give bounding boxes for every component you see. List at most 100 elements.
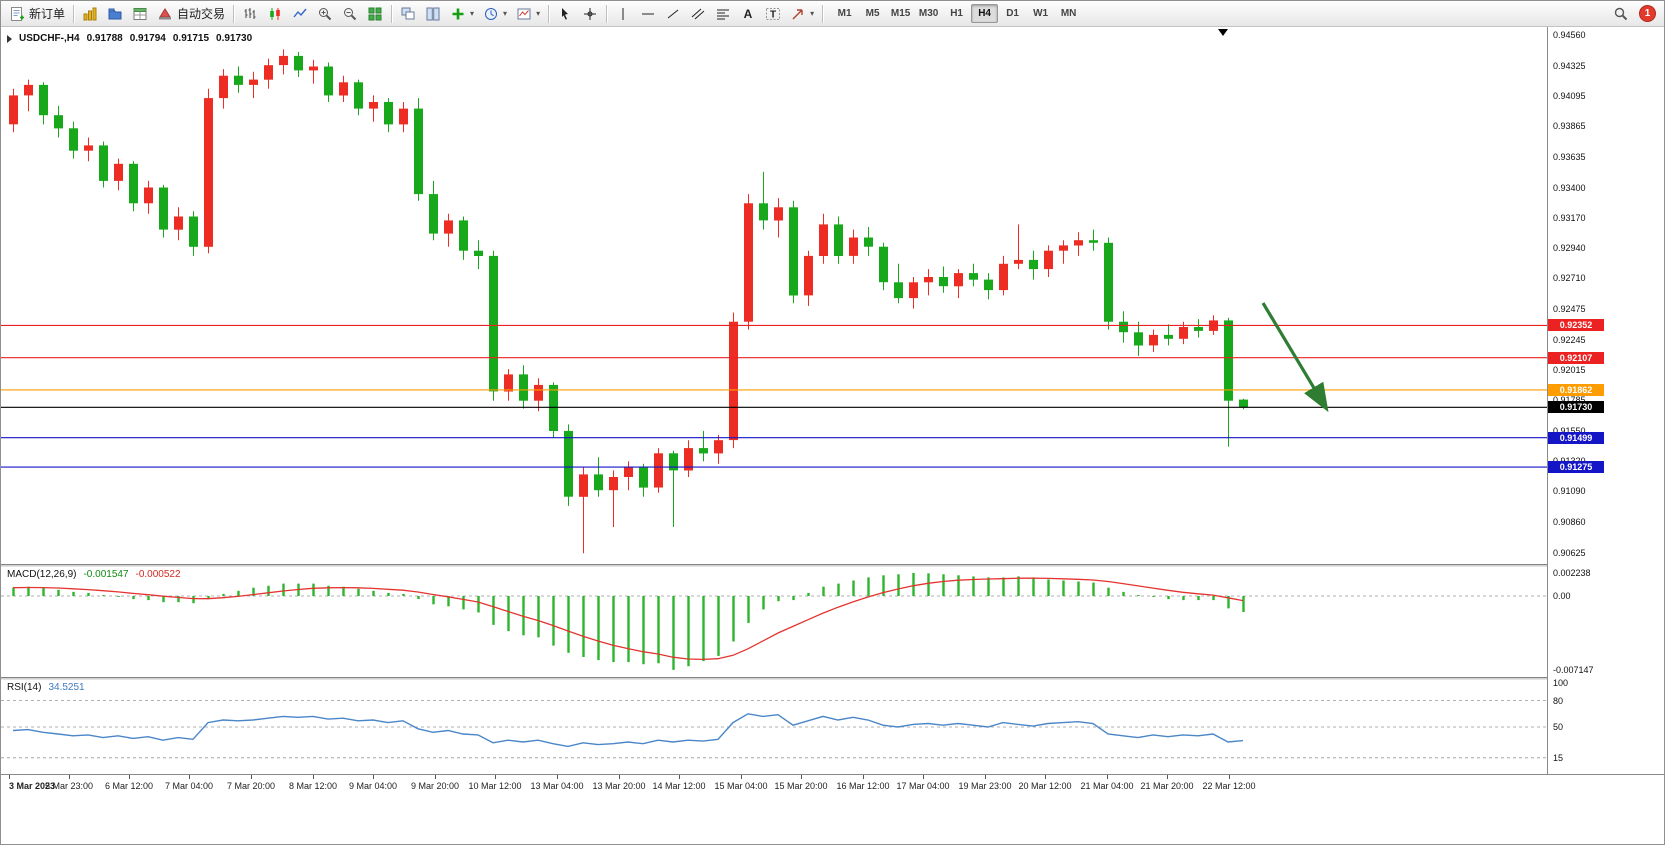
toolbar-separator <box>822 4 824 23</box>
vertical-line-button[interactable] <box>611 3 635 25</box>
rsi-name: RSI(14) <box>7 682 42 693</box>
price-chart-canvas[interactable] <box>1 27 1547 564</box>
chart-shift-marker-icon[interactable] <box>1218 29 1228 36</box>
dropdown-caret-icon: ▾ <box>503 9 508 18</box>
vertical-line-icon <box>615 6 631 22</box>
arrows-tool-button[interactable]: ▾ <box>786 3 818 25</box>
new-order-icon <box>9 6 25 22</box>
candle-body <box>294 55 303 71</box>
zoom-out-button[interactable] <box>338 3 362 25</box>
macd-label: MACD(12,26,9) -0.001547 -0.000522 <box>7 569 181 580</box>
candle-body <box>714 440 723 454</box>
timeframe-M15[interactable]: M15 <box>887 4 914 23</box>
autotrading-button[interactable]: 自动交易 <box>153 3 229 25</box>
toolbar-separator <box>233 4 235 23</box>
cursor-button[interactable] <box>553 3 577 25</box>
tile-vertical-button[interactable] <box>421 3 445 25</box>
zoom-in-button[interactable] <box>313 3 337 25</box>
time-axis-tick <box>1045 775 1046 779</box>
timeframe-H1[interactable]: H1 <box>943 4 970 23</box>
candle-body <box>969 273 978 280</box>
trendline-button[interactable] <box>661 3 685 25</box>
price-axis-label: 0.94095 <box>1553 91 1586 102</box>
search-button[interactable] <box>1609 3 1633 25</box>
trend-arrow-annotation[interactable] <box>1261 302 1329 413</box>
candlestick-button[interactable] <box>263 3 287 25</box>
price-axis[interactable]: 0.94560 0.94325 0.94095 0.93865 0.93635 0.934… <box>1547 27 1664 774</box>
macd-chart-canvas[interactable] <box>1 567 1547 677</box>
notification-badge[interactable]: 1 <box>1639 5 1656 22</box>
candle-body <box>684 448 693 471</box>
candle-body <box>69 128 78 151</box>
time-axis-tick <box>801 775 802 779</box>
text-label-button[interactable]: T <box>761 3 785 25</box>
price-axis-label: 0.91550 <box>1553 426 1586 436</box>
zoom-out-icon <box>342 6 358 22</box>
bar-chart-button[interactable] <box>238 3 262 25</box>
panel-splitter-macd[interactable] <box>1 564 1664 567</box>
panel-splitter-rsi[interactable] <box>1 677 1664 680</box>
price-axis-label: 0.92015 <box>1553 364 1586 375</box>
timeframe-D1[interactable]: D1 <box>999 4 1026 23</box>
new-chart-button[interactable] <box>78 3 102 25</box>
add-indicator-button[interactable]: ▾ <box>446 3 478 25</box>
rsi-value: 34.5251 <box>48 682 85 693</box>
price-level-tag: 0.91275 <box>1548 461 1604 474</box>
timeframe-M30[interactable]: M30 <box>915 4 942 23</box>
candle-body <box>459 220 468 251</box>
candle-body <box>1059 245 1068 251</box>
candle-body <box>594 474 603 491</box>
arrows-tool-icon <box>790 6 806 22</box>
crosshair-button[interactable] <box>578 3 602 25</box>
candle-body <box>309 66 318 71</box>
candle-body <box>1179 327 1188 339</box>
cascade-windows-button[interactable] <box>396 3 420 25</box>
candle-body <box>234 75 243 85</box>
price-axis-label: 0.92940 <box>1553 243 1586 254</box>
candle-body <box>399 108 408 125</box>
timeframe-M1[interactable]: M1 <box>831 4 858 23</box>
dropdown-caret-icon: ▾ <box>810 9 815 18</box>
channel-button[interactable] <box>686 3 710 25</box>
ohlc-close: 0.91730 <box>216 33 253 44</box>
svg-text:A: A <box>744 7 753 21</box>
candle-body <box>249 79 258 85</box>
rsi-scale-label: 80 <box>1553 695 1564 706</box>
rsi-scale-label: 15 <box>1553 752 1564 763</box>
timeframe-W1[interactable]: W1 <box>1027 4 1054 23</box>
svg-text:T: T <box>770 9 776 20</box>
line-chart-button[interactable] <box>288 3 312 25</box>
rsi-chart-canvas[interactable] <box>1 680 1547 774</box>
template-button[interactable]: ▾ <box>512 3 544 25</box>
tile-windows-button[interactable] <box>363 3 387 25</box>
market-watch-button[interactable] <box>128 3 152 25</box>
time-axis[interactable]: 3 Mar 2023 5 Mar 23:00 6 Mar 12:00 7 Mar 04… <box>1 774 1664 798</box>
bar-chart-icon <box>242 6 258 22</box>
timeframe-H4[interactable]: H4 <box>971 4 999 23</box>
macd-main-value: -0.001547 <box>83 569 129 580</box>
period-button[interactable]: ▾ <box>479 3 511 25</box>
rsi-scale-label: 100 <box>1553 678 1569 688</box>
profiles-button[interactable] <box>103 3 127 25</box>
candle-body <box>354 82 363 109</box>
new-order-button[interactable]: 新订单 <box>5 3 69 25</box>
timeframe-M5[interactable]: M5 <box>859 4 886 23</box>
price-axis-label: 0.92245 <box>1553 334 1586 345</box>
time-axis-label: 10 Mar 12:00 <box>468 781 522 791</box>
time-axis-tick <box>251 775 252 779</box>
candle-body <box>54 115 63 129</box>
timeframe-MN[interactable]: MN <box>1055 4 1082 23</box>
chart-header: USDCHF-,H4 0.91788 0.91794 0.91715 0.917… <box>7 33 252 44</box>
time-axis-tick <box>129 775 130 779</box>
time-axis-label: 6 Mar 12:00 <box>104 781 154 791</box>
toolbar: 新订单 <box>1 1 1664 27</box>
text-button[interactable]: A <box>736 3 760 25</box>
time-axis-label: 21 Mar 20:00 <box>1140 781 1194 791</box>
one-click-trading-toggle[interactable] <box>7 34 12 43</box>
horizontal-line-button[interactable] <box>636 3 660 25</box>
toolbar-separator <box>606 4 608 23</box>
price-axis-label: 0.90860 <box>1553 516 1586 527</box>
fibonacci-button[interactable] <box>711 3 735 25</box>
time-axis-tick <box>1167 775 1168 779</box>
tile-windows-icon <box>367 6 383 22</box>
